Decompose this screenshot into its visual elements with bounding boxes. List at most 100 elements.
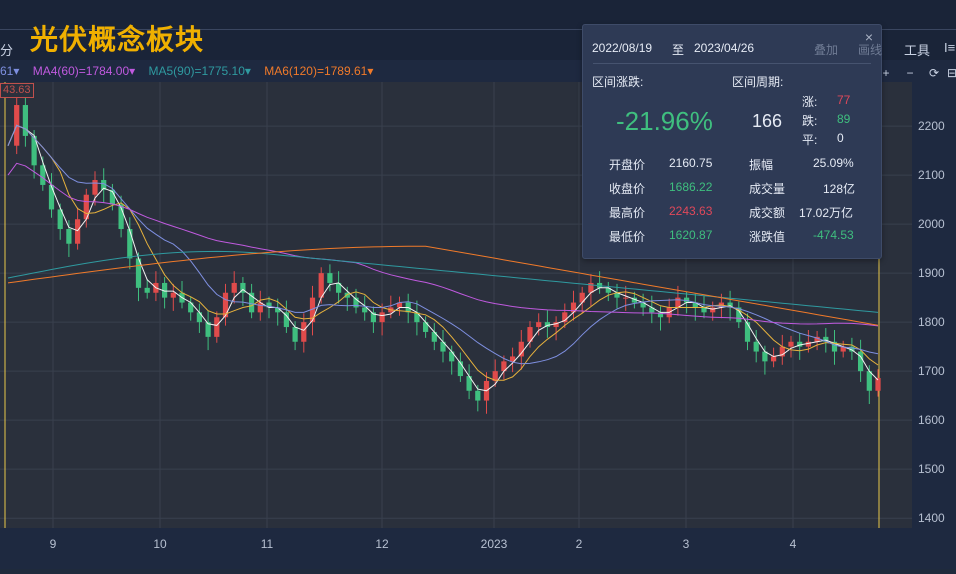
candle-body xyxy=(31,135,37,166)
tools-button[interactable]: 工具 xyxy=(904,43,931,58)
y-tick-label: 1800 xyxy=(918,315,945,329)
candle-body xyxy=(623,297,629,299)
zoom-in-button[interactable]: + xyxy=(882,66,890,80)
candle-body xyxy=(309,297,316,323)
change-value-label: 涨跌值 xyxy=(749,230,786,244)
candle-body xyxy=(727,302,733,308)
candle-body xyxy=(770,356,777,362)
candle-body xyxy=(109,189,116,205)
candle-body xyxy=(631,297,638,303)
x-tick-label: 11 xyxy=(261,537,274,551)
candle-body xyxy=(135,258,142,288)
candle-body xyxy=(797,341,803,347)
candle-body xyxy=(431,331,437,342)
y-tick-label: 1400 xyxy=(918,511,945,525)
candle-body xyxy=(553,322,559,328)
candle-body xyxy=(188,302,194,313)
overlay-button[interactable]: 叠加 xyxy=(814,43,839,57)
top-divider xyxy=(0,29,956,30)
candle-body xyxy=(762,351,768,362)
low-label: 最低价 xyxy=(609,230,646,244)
close-label: 收盘价 xyxy=(609,182,646,196)
candle-body xyxy=(205,322,211,337)
down-label: 跌: xyxy=(802,114,818,128)
candle-body xyxy=(544,322,551,328)
candle-body xyxy=(214,317,220,337)
candle-body xyxy=(449,351,455,362)
candle-body xyxy=(370,312,377,323)
change-percent: -21.96% xyxy=(616,106,713,136)
candle-body xyxy=(335,282,342,293)
x-tick-label: 2 xyxy=(576,537,583,551)
amplitude-value: 25.09% xyxy=(813,156,854,170)
reset-icon[interactable]: ⟳ xyxy=(928,66,940,80)
draw-line-button[interactable]: 画线 xyxy=(858,43,883,57)
ma6-line xyxy=(7,245,879,326)
candle-body xyxy=(788,341,794,347)
candle-body xyxy=(127,229,133,259)
candle-body xyxy=(92,180,98,195)
candle-body xyxy=(327,273,333,283)
candle-body xyxy=(362,307,368,313)
price-tag: 43.63 xyxy=(0,83,34,98)
candle-body xyxy=(118,204,124,230)
range-period-label: 区间周期: xyxy=(732,75,784,89)
y-tick-label: 1700 xyxy=(918,364,945,378)
x-axis: 9 10 11 12 2023 2 3 4 xyxy=(0,528,912,569)
x-tick-label: 2023 xyxy=(481,537,508,551)
candle-body xyxy=(248,292,255,313)
candle-body xyxy=(657,312,664,318)
ma6-legend[interactable]: MA6(120)=1789.61▾ xyxy=(264,64,374,78)
x-tick-label: 10 xyxy=(153,537,167,551)
change-value: -474.53 xyxy=(813,228,854,242)
candle-body xyxy=(866,371,872,391)
ma3-line xyxy=(7,124,879,365)
candle-body xyxy=(527,327,533,342)
candle-body xyxy=(840,346,846,352)
y-tick-label: 2000 xyxy=(918,217,945,231)
candle-body xyxy=(275,307,281,313)
date-to: 至 xyxy=(672,43,685,57)
candle-body xyxy=(779,346,785,357)
date-start: 2022/08/19 xyxy=(592,41,653,55)
close-icon[interactable]: × xyxy=(864,29,873,45)
amount-value: 17.02万亿 xyxy=(799,206,854,220)
candle-body xyxy=(605,287,611,293)
candle-body xyxy=(240,282,246,293)
low-value: 1620.87 xyxy=(669,228,713,242)
candle-body xyxy=(57,209,63,230)
candle-body xyxy=(301,322,307,342)
zoom-out-button[interactable]: − xyxy=(906,66,914,80)
candle-body xyxy=(614,292,620,298)
y-tick-label: 1900 xyxy=(918,266,945,280)
y-tick-label: 1600 xyxy=(918,413,945,427)
period-selector[interactable]: 分 xyxy=(0,43,14,58)
y-tick-label: 1500 xyxy=(918,462,945,476)
candle-body xyxy=(692,302,698,308)
close-value: 1686.22 xyxy=(669,180,713,194)
menu-icon[interactable]: I≡ xyxy=(944,40,956,55)
divider xyxy=(593,63,871,64)
candle-body xyxy=(814,336,820,342)
flat-label: 平: xyxy=(802,133,818,147)
candle-body xyxy=(536,322,542,328)
range-stats-panel: × 2022/08/19 至 2023/04/26 叠加 画线 区间涨跌: 区间… xyxy=(582,24,882,259)
candle-body xyxy=(170,292,176,298)
ma4-legend[interactable]: MA4(60)=1784.00▾ xyxy=(32,64,136,78)
candle-body xyxy=(466,376,472,391)
candle-body xyxy=(857,351,864,372)
ma5-line xyxy=(7,250,879,313)
y-axis: 1400 1500 1600 1700 1800 1900 2000 2100 2200 xyxy=(912,82,956,528)
ma5-legend[interactable]: MA5(90)=1775.10▾ xyxy=(148,64,251,78)
candle-body xyxy=(74,219,81,244)
collapse-icon[interactable]: ⊟ xyxy=(946,66,956,80)
candle-body xyxy=(457,361,464,377)
candle-body xyxy=(40,165,46,185)
candle-body xyxy=(492,371,498,381)
ma3-legend[interactable]: 61▾ xyxy=(0,64,20,78)
candle-body xyxy=(475,390,481,401)
candle-body xyxy=(518,341,524,357)
y-tick-label: 2200 xyxy=(918,119,945,133)
range-change-label: 区间涨跌: xyxy=(592,75,644,89)
